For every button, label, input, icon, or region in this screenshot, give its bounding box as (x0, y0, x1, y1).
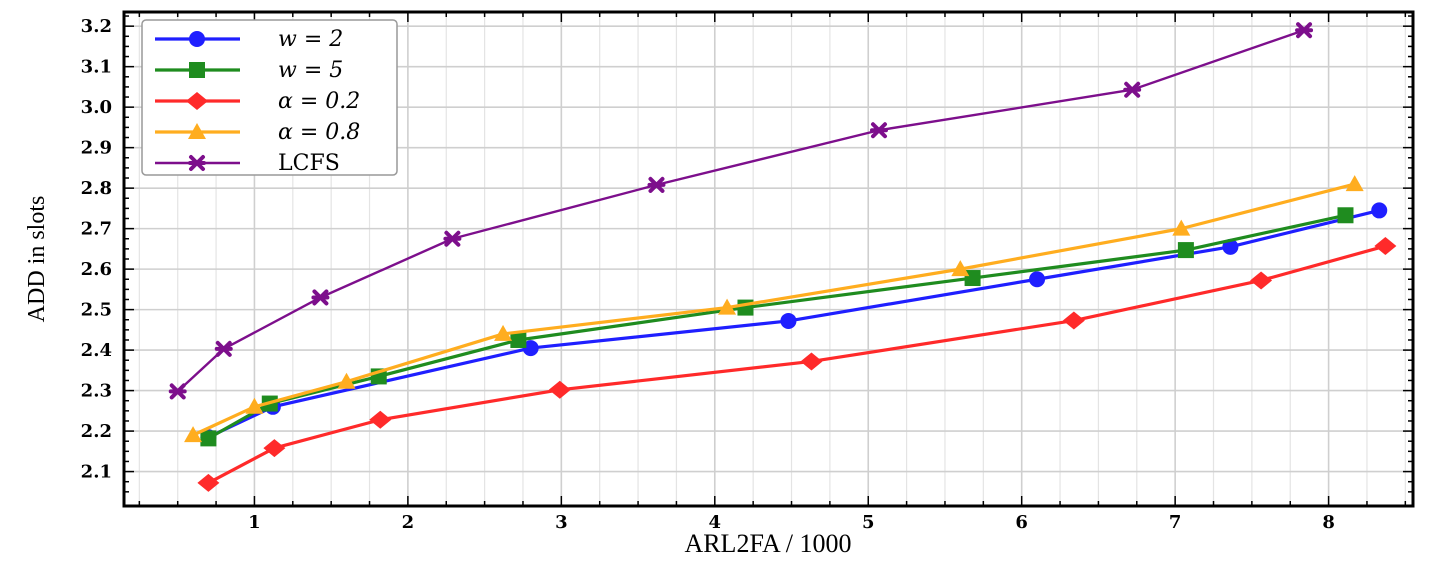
series-cross (168, 22, 1314, 400)
data-point (800, 352, 823, 371)
x-tick-label: 6 (1015, 512, 1028, 533)
data-point (1345, 175, 1364, 192)
series-line (176, 29, 1305, 393)
legend-entry: α = 0.8 (155, 120, 360, 145)
series-square (200, 207, 1354, 447)
y-tick-label: 3.1 (81, 57, 112, 78)
legend-entry: w = 2 (155, 27, 343, 52)
y-tick-label: 2.6 (81, 259, 112, 280)
data-point (1062, 311, 1085, 330)
data-point (214, 340, 233, 357)
data-point (522, 340, 539, 357)
series-lines (168, 22, 1397, 492)
data-point (1123, 81, 1142, 98)
legend-entry: α = 0.2 (155, 89, 360, 114)
data-point (1250, 271, 1273, 290)
data-point (188, 155, 206, 171)
legend-entry: w = 5 (155, 58, 343, 83)
data-point (245, 397, 264, 414)
series-line (207, 244, 1386, 485)
y-tick-labels: 2.1 2.2 2.3 2.4 2.5 2.6 2.7 2.8 2.9 3.0 3.1 3.2 (81, 16, 112, 482)
data-point (443, 230, 462, 247)
x-tick-label: 2 (402, 512, 415, 533)
data-point (186, 92, 208, 110)
y-tick-label: 3.0 (81, 97, 112, 118)
y-tick-label: 2.9 (81, 138, 112, 159)
data-point (168, 383, 187, 400)
legend-label: LCFS (278, 151, 340, 176)
y-tick-label: 2.8 (81, 178, 112, 199)
data-point (1172, 219, 1191, 236)
data-point (951, 260, 970, 277)
data-point (263, 439, 286, 458)
y-tick-label: 2.2 (81, 421, 112, 442)
legend-label: α = 0.2 (278, 89, 360, 114)
series-triangle (184, 175, 1364, 443)
x-tick-label: 3 (555, 512, 568, 533)
data-point (964, 270, 981, 287)
y-tick-label: 2.5 (81, 300, 112, 321)
y-axis-label: ADD in slots (24, 196, 50, 323)
x-tick-label: 5 (862, 512, 875, 533)
data-point (189, 62, 205, 78)
y-tick-label: 2.4 (81, 340, 112, 361)
data-point (718, 298, 737, 315)
legend: w = 2 w = 5 α = 0.2 α = 0.8 LCFS (141, 19, 398, 176)
axis-ticks (124, 12, 1413, 506)
data-point (184, 426, 203, 443)
data-point (1177, 242, 1194, 259)
legend-label: w = 5 (278, 58, 343, 83)
data-point (188, 123, 206, 139)
data-point (494, 324, 513, 341)
x-tick-labels: 1 2 3 4 5 6 7 8 (248, 512, 1335, 533)
y-tick-label: 2.3 (81, 381, 112, 402)
data-point (1371, 202, 1388, 219)
data-point (1029, 271, 1046, 288)
y-tick-label: 2.7 (81, 219, 112, 240)
x-axis-label: ARL2FA / 1000 (684, 529, 851, 558)
data-point (869, 122, 888, 139)
data-point (311, 289, 330, 306)
data-point (1295, 22, 1314, 39)
data-point (337, 372, 356, 389)
x-tick-label: 8 (1322, 512, 1335, 533)
series-line (192, 182, 1356, 437)
data-point (510, 331, 527, 348)
y-tick-label: 3.2 (81, 16, 112, 37)
data-point (548, 380, 571, 399)
legend-entry: LCFS (155, 151, 340, 176)
legend-box (141, 19, 398, 176)
data-point (189, 31, 205, 47)
data-point (1337, 207, 1354, 224)
data-point (647, 176, 666, 193)
series-circle (200, 202, 1388, 446)
data-point (200, 430, 217, 447)
x-tick-label: 7 (1169, 512, 1182, 533)
data-point (780, 312, 797, 329)
series-diamond (197, 237, 1397, 492)
x-tick-label: 1 (248, 512, 261, 533)
legend-label: w = 2 (278, 27, 343, 52)
x-tick-label: 4 (709, 512, 722, 533)
data-point (737, 299, 754, 316)
legend-label: α = 0.8 (278, 120, 360, 145)
y-tick-label: 2.1 (81, 462, 112, 483)
data-point (369, 410, 392, 429)
data-point (1374, 237, 1397, 256)
data-point (197, 473, 220, 492)
